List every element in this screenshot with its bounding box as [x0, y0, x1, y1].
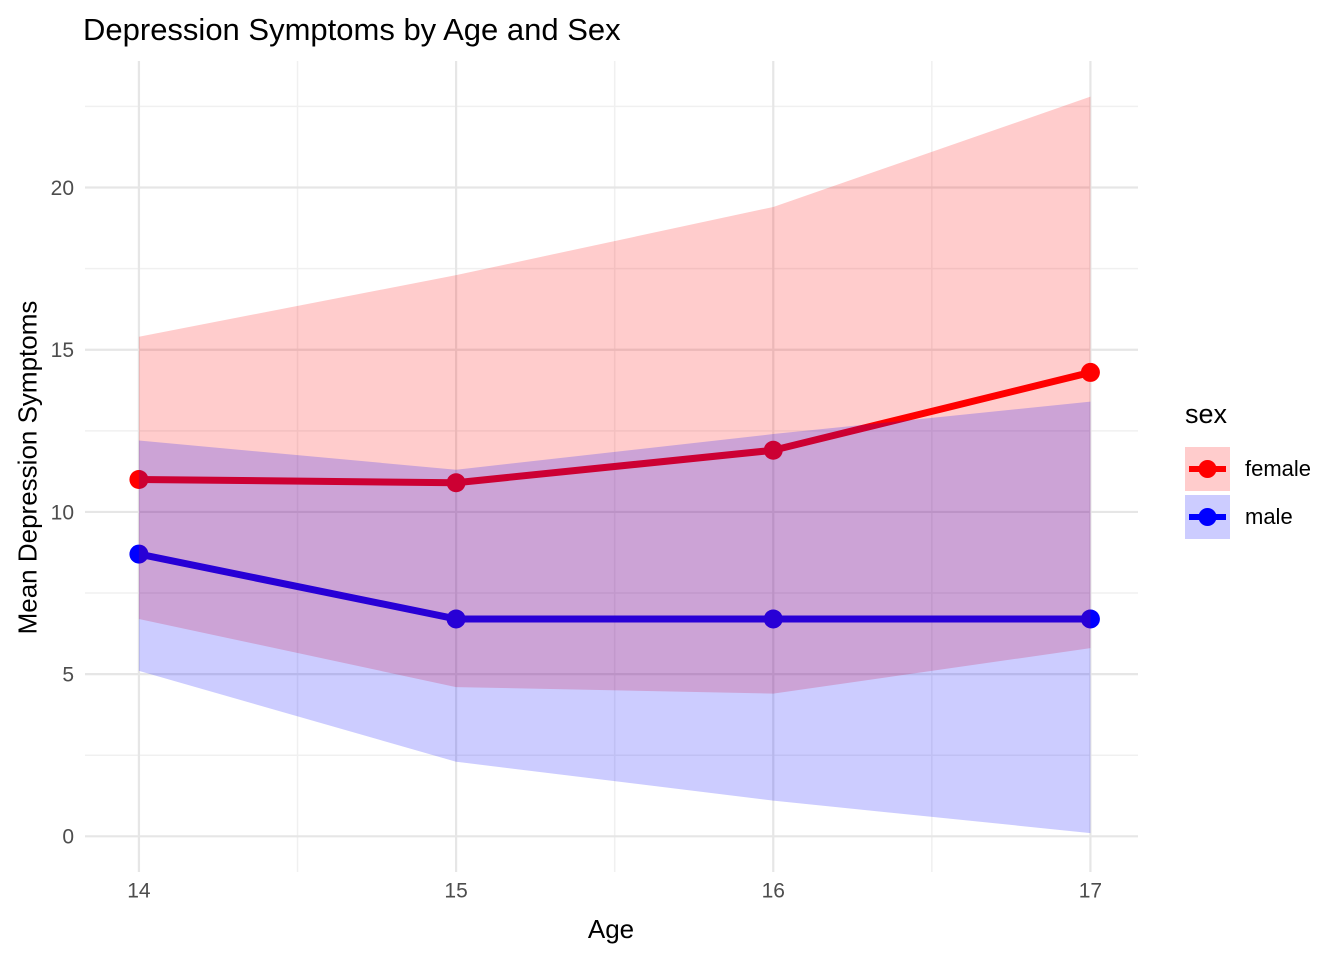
y-tick-label: 10 [51, 501, 74, 524]
x-tick-label: 15 [444, 879, 467, 902]
male-line [138, 550, 1091, 623]
male-ribbon-line-key-icon [1185, 495, 1230, 539]
male-ribbon [138, 401, 1091, 834]
legend-row-male: male [1185, 495, 1311, 539]
legend: sex female male [1185, 399, 1311, 539]
y-tick-label: 15 [51, 339, 74, 362]
legend-label-male: male [1245, 504, 1293, 529]
female-point [129, 469, 149, 489]
male-point [446, 609, 466, 629]
legend-title: sex [1185, 399, 1228, 429]
chart-title: Depression Symptoms by Age and Sex [83, 12, 621, 47]
x-tick-label: 14 [127, 879, 151, 902]
female-ribbon-line-key-icon [1185, 447, 1230, 491]
male-point [1080, 609, 1100, 629]
x-tick-label: 16 [762, 879, 785, 902]
female-point [446, 473, 466, 493]
female-point [763, 440, 783, 460]
x-tick-label: 17 [1079, 879, 1102, 902]
legend-label-female: female [1245, 456, 1312, 481]
y-tick-label: 5 [62, 663, 74, 686]
y-tick-label: 20 [51, 177, 74, 200]
y-tick-label: 0 [62, 826, 74, 849]
female-line [138, 369, 1092, 487]
female-ribbon [138, 96, 1091, 694]
x-axis-title: Age [587, 914, 635, 944]
male-point [763, 609, 783, 629]
female-point [1080, 362, 1100, 382]
legend-rows: female male [1185, 447, 1311, 539]
legend-row-female: female [1185, 447, 1311, 491]
male-point [129, 544, 149, 564]
